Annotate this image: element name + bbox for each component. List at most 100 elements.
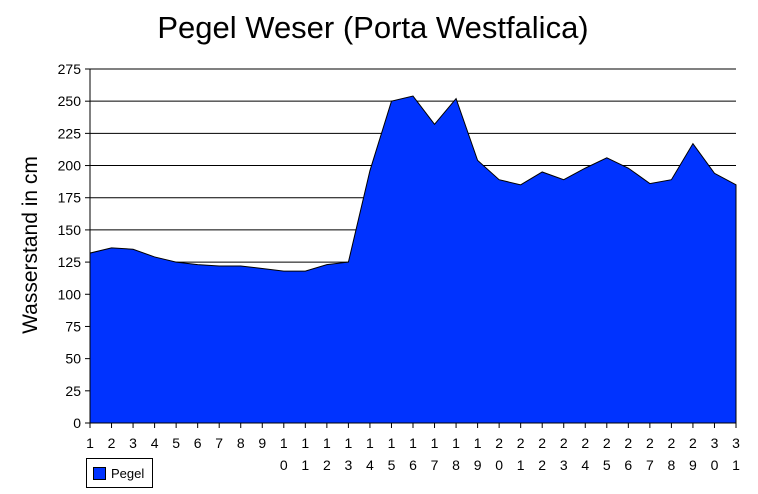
x-tick-labels: 1 2 3 4 5 6 7 8 9 1 01 11 21 31 41 51 61 71 81 92 02 12 22 32 42… [86, 435, 740, 473]
x-tick-label: 4 [151, 435, 159, 451]
x-tick-label-char: 8 [237, 435, 245, 451]
x-tick-label-char: 1 [388, 435, 396, 451]
x-tick-label-char: 1 [301, 457, 309, 473]
x-tick-label-char: 1 [301, 435, 309, 451]
x-tick-label-char: 0 [495, 457, 503, 473]
x-tick-label-char: 2 [603, 435, 611, 451]
x-tick-label-char: 1 [280, 435, 288, 451]
x-tick-label-char: 7 [215, 435, 223, 451]
x-tick-label-char: 2 [538, 457, 546, 473]
y-tick-label: 275 [58, 61, 82, 77]
x-tick-label-char: 4 [366, 457, 374, 473]
x-tick-label-char: 5 [603, 457, 611, 473]
x-tick-label: 8 [237, 435, 245, 451]
y-tick-labels: 0 25 50 75 100 125 150 175 200 225 250 275 [58, 61, 82, 431]
chart-title: Pegel Weser (Porta Westfalica) [157, 10, 589, 45]
x-tick-label: 6 [194, 435, 202, 451]
x-tick-label: 1 [86, 435, 94, 451]
x-tick-label: 2 [108, 435, 116, 451]
x-tick-label-char: 1 [732, 457, 740, 473]
x-tick-label: 3 [129, 435, 137, 451]
y-tick-label: 175 [58, 190, 82, 206]
x-tick-label-char: 3 [345, 457, 353, 473]
x-tick-label: 7 [215, 435, 223, 451]
x-tick-label-char: 7 [646, 457, 654, 473]
x-tick-label-char: 4 [151, 435, 159, 451]
x-tick-label-char: 2 [495, 435, 503, 451]
x-tick-label-char: 3 [711, 435, 719, 451]
x-tick-label-char: 2 [538, 435, 546, 451]
x-tick-label-char: 2 [624, 435, 632, 451]
x-tick-label-char: 1 [452, 435, 460, 451]
y-tick-label: 0 [73, 415, 81, 431]
y-tick-label: 75 [65, 318, 81, 334]
axes [89, 69, 737, 428]
x-tick-label-char: 6 [624, 457, 632, 473]
x-tick-label-char: 2 [517, 435, 525, 451]
x-tick-label-char: 1 [345, 435, 353, 451]
x-tick-label-char: 2 [646, 435, 654, 451]
x-tick-label: 5 [172, 435, 180, 451]
y-tick-label: 225 [58, 125, 82, 141]
x-tick-label-char: 9 [474, 457, 482, 473]
x-tick-label-char: 9 [258, 435, 266, 451]
x-tick-label: 9 [258, 435, 266, 451]
x-tick-label-char: 6 [409, 457, 417, 473]
x-tick-label-char: 1 [86, 435, 94, 451]
x-tick-label-char: 1 [323, 435, 331, 451]
x-tick-label-char: 1 [409, 435, 417, 451]
x-tick-label-char: 1 [517, 457, 525, 473]
y-tick-label: 250 [58, 93, 82, 109]
x-tick-label-char: 5 [388, 457, 396, 473]
x-tick-label-char: 2 [581, 435, 589, 451]
x-tick-label-char: 3 [560, 457, 568, 473]
legend: Pegel [86, 458, 153, 488]
y-tick-label: 50 [65, 351, 81, 367]
x-tick-label-char: 3 [129, 435, 137, 451]
x-tick-label-char: 0 [280, 457, 288, 473]
x-tick-label-char: 7 [431, 457, 439, 473]
x-tick-label-char: 0 [711, 457, 719, 473]
x-tick-label-char: 5 [172, 435, 180, 451]
y-tick-label: 100 [58, 286, 82, 302]
x-tick-label-char: 2 [668, 435, 676, 451]
series-area-group [89, 95, 737, 424]
x-tick-label-char: 4 [581, 457, 589, 473]
x-tick-label-char: 6 [194, 435, 202, 451]
y-tick-label: 25 [65, 383, 81, 399]
x-tick-label-char: 8 [452, 457, 460, 473]
legend-swatch [93, 466, 106, 480]
x-tick-label-char: 2 [323, 457, 331, 473]
x-tick-label-char: 2 [689, 435, 697, 451]
series-area-pegel [89, 95, 737, 424]
x-tick-label-char: 1 [474, 435, 482, 451]
legend-label: Pegel [111, 465, 145, 481]
x-tick-label-char: 1 [431, 435, 439, 451]
x-tick-label-char: 1 [366, 435, 374, 451]
x-tick-label-char: 3 [732, 435, 740, 451]
x-tick-label-char: 8 [668, 457, 676, 473]
x-tick-label-char: 2 [108, 435, 116, 451]
x-tick-label-char: 2 [560, 435, 568, 451]
